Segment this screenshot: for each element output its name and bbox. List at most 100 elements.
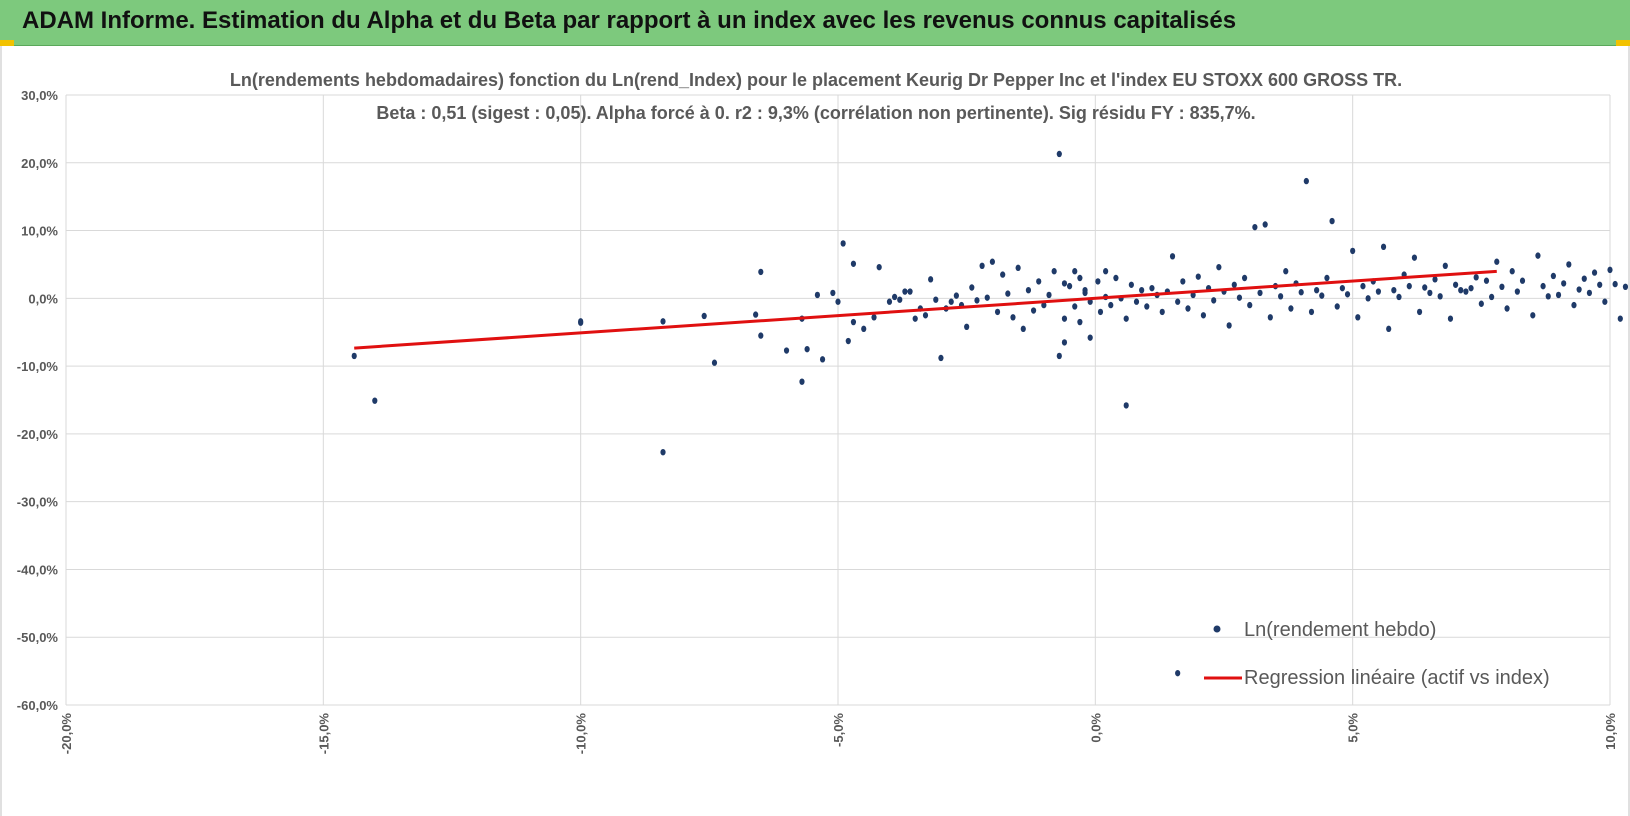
scatter-point [969, 284, 975, 291]
scatter-point [1396, 293, 1402, 301]
y-tick-label: -60,0% [17, 698, 59, 713]
scatter-point [1257, 289, 1263, 297]
scatter-point [1133, 298, 1140, 305]
scatter-point [1025, 287, 1032, 294]
scatter-point [979, 262, 985, 269]
scatter-point [928, 276, 934, 283]
scatter-point [819, 356, 826, 363]
scatter-point [1030, 307, 1037, 314]
scatter-point [1566, 261, 1572, 268]
scatter-point [845, 337, 851, 345]
scatter-point [840, 240, 846, 247]
scatter-point [1509, 268, 1515, 275]
scatter-point [1380, 243, 1387, 251]
scatter-point [1123, 315, 1129, 322]
scatter-point [1468, 284, 1474, 292]
chart-area: 30,0% 20,0% 10,0% 0,0% -10,0% -20,0% -30,0% -40… [0, 46, 1630, 816]
scatter-point [1324, 274, 1330, 282]
scatter-point [1576, 286, 1582, 293]
scatter-point [1072, 268, 1078, 275]
scatter-point [1180, 278, 1186, 285]
scatter-point [1288, 305, 1294, 312]
scatter-point [974, 297, 980, 304]
scatter-point [835, 298, 841, 305]
scatter-point [799, 378, 805, 385]
scatter-point [1108, 301, 1114, 309]
scatter-point [1427, 289, 1433, 297]
scatter-point [351, 352, 357, 360]
y-tick-label: -40,0% [17, 562, 59, 577]
scatter-point [660, 448, 666, 456]
scatter-point [1252, 223, 1258, 231]
scatter-point [1339, 284, 1345, 292]
scatter-point [1082, 287, 1088, 294]
scatter-point [1190, 291, 1196, 299]
points-layer [351, 150, 1630, 677]
scatter-point [1061, 315, 1068, 322]
axes-layer: 30,0% 20,0% 10,0% 0,0% -10,0% -20,0% -30,0% -40… [17, 88, 1618, 754]
scatter-point [1195, 273, 1201, 280]
scatter-point [1535, 252, 1541, 259]
scatter-point [1550, 272, 1556, 280]
scatter-point [1175, 298, 1181, 305]
scatter-point [1123, 402, 1129, 409]
scatter-point [1144, 303, 1150, 310]
scatter-point [1571, 301, 1577, 309]
scatter-point [1586, 289, 1593, 297]
scatter-point [1386, 325, 1392, 333]
scatter-point [1360, 282, 1366, 290]
report-header: ADAM Informe. Estimation du Alpha et du … [0, 0, 1630, 46]
scatter-point [1499, 283, 1505, 291]
scatter-point [758, 268, 764, 276]
report-title: ADAM Informe. Estimation du Alpha et du … [22, 7, 1237, 34]
scatter-point [814, 291, 821, 299]
scatter-point [1432, 276, 1438, 283]
scatter-point [1406, 282, 1412, 290]
scatter-point [1319, 292, 1325, 299]
scatter-point [1095, 278, 1101, 285]
legend-scatter-label: Ln(rendement hebdo) [1244, 619, 1436, 641]
scatter-point [1103, 268, 1109, 275]
scatter-point [1077, 274, 1083, 282]
y-tick-label: 30,0% [21, 88, 58, 103]
scatter-point [989, 258, 996, 265]
scatter-point [850, 260, 857, 267]
scatter-point [1247, 301, 1253, 309]
scatter-point [953, 292, 959, 299]
scatter-point [948, 298, 954, 305]
scatter-point [1329, 217, 1335, 225]
scatter-point [1602, 298, 1608, 305]
scatter-point [1097, 308, 1104, 316]
scatter-point [1005, 290, 1011, 297]
scatter-point [1365, 295, 1371, 302]
scatter-point [1231, 281, 1237, 288]
scatter-point [1267, 314, 1273, 321]
scatter-point [1061, 280, 1068, 287]
scatter-point [1555, 291, 1562, 299]
scatter-point [1437, 293, 1443, 300]
scatter-point [938, 354, 944, 362]
scatter-point [1530, 312, 1536, 319]
scatter-point [902, 288, 908, 295]
scatter-point [1458, 287, 1464, 294]
scatter-point [1211, 297, 1217, 304]
scatter-point [1262, 221, 1268, 228]
y-tick-label: -20,0% [17, 427, 59, 442]
scatter-point [1015, 264, 1021, 272]
x-tick-label: 0,0% [1088, 713, 1103, 743]
scatter-point [1504, 305, 1510, 312]
scatter-point [578, 318, 584, 325]
scatter-point [1036, 278, 1042, 285]
scatter-point [372, 397, 378, 404]
x-tick-label: 5,0% [1346, 713, 1361, 743]
x-tick-label: -10,0% [574, 713, 589, 755]
scatter-point [1283, 268, 1289, 275]
scatter-point [994, 308, 1001, 316]
scatter-point [1355, 314, 1361, 321]
scatter-point [1051, 268, 1057, 275]
scatter-point [701, 312, 707, 320]
scatter-point [1597, 281, 1603, 288]
y-tick-label: 10,0% [21, 224, 58, 239]
scatter-point [1344, 291, 1351, 298]
y-tick-label: 0,0% [28, 291, 58, 306]
